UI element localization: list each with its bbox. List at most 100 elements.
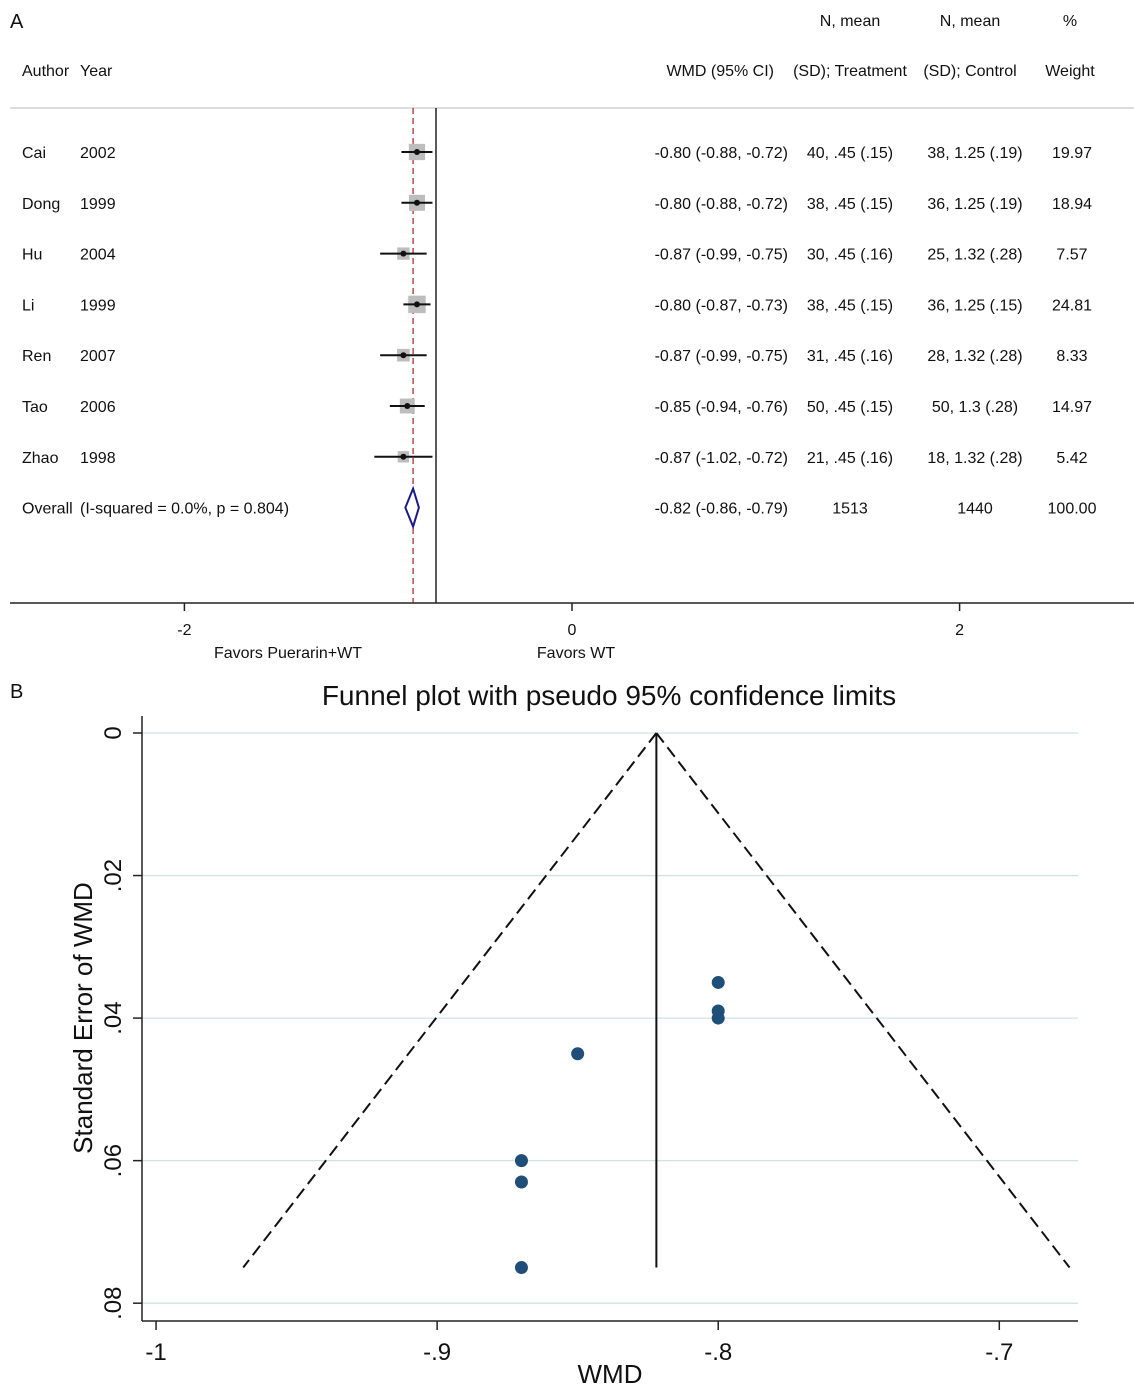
weight-value: 5.42	[1056, 450, 1087, 467]
forest-rows: Cai 2002 -0.80 (-0.88, -0.72) 40, .45 (.15)…	[22, 143, 1097, 530]
forest-row-li: Li 1999 -0.80 (-0.87, -0.73) 38, .45 (.15) 3…	[22, 295, 1092, 314]
column-header-weight-bottom: Weight	[1045, 63, 1095, 80]
treatment-value: 21, .45 (.16)	[807, 450, 893, 467]
column-header-treatment-top: N, mean	[820, 13, 880, 30]
weight-value: 8.33	[1056, 348, 1087, 365]
forest-x-ticks: -2 0 2	[177, 603, 964, 639]
x-tick-label: 2	[955, 622, 964, 639]
control-value: 50, 1.3 (.28)	[932, 399, 1018, 416]
treatment-value: 38, .45 (.15)	[807, 297, 893, 314]
funnel-x-ticks: -1 -.9 -.8 -.7	[145, 1321, 1013, 1366]
x-tick-label: -.7	[985, 1339, 1013, 1366]
treatment-value: 50, .45 (.15)	[807, 399, 893, 416]
control-value: 36, 1.25 (.15)	[927, 297, 1022, 314]
point-estimate	[400, 453, 407, 460]
forest-header: Author Year WMD (95% CI) N, mean (SD); T…	[22, 13, 1095, 80]
forest-row-dong: Dong 1999 -0.80 (-0.88, -0.72) 38, .45 (.15…	[22, 194, 1092, 213]
study-year: 2007	[80, 348, 116, 365]
weight-value: 19.97	[1052, 145, 1092, 162]
treatment-value: 38, .45 (.15)	[807, 196, 893, 213]
control-value: 38, 1.25 (.19)	[927, 145, 1022, 162]
funnel-pseudo-confidence-limits	[242, 732, 1071, 1269]
y-tick-label: 0	[100, 726, 127, 739]
treatment-value: 40, .45 (.15)	[807, 145, 893, 162]
study-year: 2006	[80, 399, 116, 416]
study-author: Hu	[22, 247, 42, 264]
funnel-points	[514, 975, 725, 1275]
x-tick-label: -.8	[704, 1339, 732, 1366]
y-tick-label: .02	[100, 859, 127, 892]
y-tick-label: .04	[100, 1001, 127, 1034]
wmd-value: -0.87 (-0.99, -0.75)	[655, 247, 788, 264]
study-author: Zhao	[22, 450, 59, 467]
lower-confidence-limit	[242, 732, 658, 1269]
pooled-diamond	[404, 485, 420, 530]
x-tick-label: -2	[177, 622, 191, 639]
study-point	[711, 975, 725, 989]
favors-right-label: Favors WT	[537, 645, 615, 662]
study-year: 1999	[80, 297, 116, 314]
weight-value: 7.57	[1056, 247, 1087, 264]
wmd-value: -0.87 (-1.02, -0.72)	[655, 450, 788, 467]
column-header-year: Year	[80, 63, 113, 80]
forest-row-zhao: Zhao 1998 -0.87 (-1.02, -0.72) 21, .45 (.16…	[22, 450, 1088, 467]
wmd-value: -0.80 (-0.87, -0.73)	[655, 297, 788, 314]
column-header-treatment-bottom: (SD); Treatment	[793, 63, 907, 80]
study-point	[514, 1154, 528, 1168]
forest-row-cai: Cai 2002 -0.80 (-0.88, -0.72) 40, .45 (.15)…	[22, 143, 1092, 162]
control-value: 36, 1.25 (.19)	[927, 196, 1022, 213]
control-value: 25, 1.32 (.28)	[927, 247, 1022, 264]
funnel-title: Funnel plot with pseudo 95% confidence l…	[322, 680, 896, 711]
wmd-value: -0.87 (-0.99, -0.75)	[655, 348, 788, 365]
funnel-x-axis-title: WMD	[578, 1359, 643, 1388]
overall-weight-value: 100.00	[1048, 501, 1097, 518]
study-point	[514, 1175, 528, 1189]
funnel-y-axis-title: Standard Error of WMD	[68, 882, 98, 1154]
study-point	[514, 1261, 528, 1275]
forest-row-tao: Tao 2006 -0.85 (-0.94, -0.76) 50, .45 (.15)…	[22, 398, 1092, 416]
study-year: 2002	[80, 145, 116, 162]
study-author: Cai	[22, 145, 46, 162]
study-author: Ren	[22, 348, 51, 365]
point-estimate	[400, 250, 407, 257]
study-point	[571, 1047, 585, 1061]
study-author: Li	[22, 297, 34, 314]
overall-control-value: 1440	[957, 501, 993, 518]
upper-confidence-limit	[655, 732, 1071, 1269]
funnel-y-ticks: 0 .02 .04 .06 .08	[100, 726, 142, 1320]
panel-label-b: B	[10, 681, 23, 703]
point-estimate	[413, 301, 420, 308]
y-tick-label: .06	[100, 1144, 127, 1177]
study-year: 1999	[80, 196, 116, 213]
overall-label: Overall	[22, 501, 73, 518]
treatment-value: 31, .45 (.16)	[807, 348, 893, 365]
study-author: Tao	[22, 399, 48, 416]
overall-treatment-value: 1513	[832, 501, 868, 518]
study-author: Dong	[22, 196, 60, 213]
x-tick-label: 0	[568, 622, 577, 639]
column-header-control-bottom: (SD); Control	[923, 63, 1016, 80]
wmd-value: -0.85 (-0.94, -0.76)	[655, 399, 788, 416]
x-tick-label: -.9	[423, 1339, 451, 1366]
forest-row-overall: Overall (I-squared = 0.0%, p = 0.804) -0.8…	[22, 485, 1097, 530]
control-value: 18, 1.32 (.28)	[927, 450, 1022, 467]
point-estimate	[413, 199, 420, 206]
control-value: 28, 1.32 (.28)	[927, 348, 1022, 365]
column-header-weight-top: %	[1063, 13, 1077, 30]
wmd-value: -0.80 (-0.88, -0.72)	[655, 145, 788, 162]
treatment-value: 30, .45 (.16)	[807, 247, 893, 264]
column-header-wmd: WMD (95% CI)	[666, 63, 774, 80]
column-header-control-top: N, mean	[940, 13, 1000, 30]
weight-value: 18.94	[1052, 196, 1092, 213]
y-tick-label: .08	[100, 1286, 127, 1319]
point-estimate	[404, 403, 411, 409]
forest-row-ren: Ren 2007 -0.87 (-0.99, -0.75) 31, .45 (.16)…	[22, 348, 1088, 365]
panel-label-a: A	[10, 11, 24, 33]
point-estimate	[400, 352, 407, 359]
heterogeneity-stat: (I-squared = 0.0%, p = 0.804)	[80, 501, 289, 518]
forest-plot-panel: A Author Year WMD (95% CI) N, mean (SD);…	[10, 11, 1134, 662]
column-header-author: Author	[22, 63, 70, 80]
overall-wmd-value: -0.82 (-0.86, -0.79)	[655, 501, 788, 518]
weight-value: 14.97	[1052, 399, 1092, 416]
point-estimate	[413, 149, 420, 155]
